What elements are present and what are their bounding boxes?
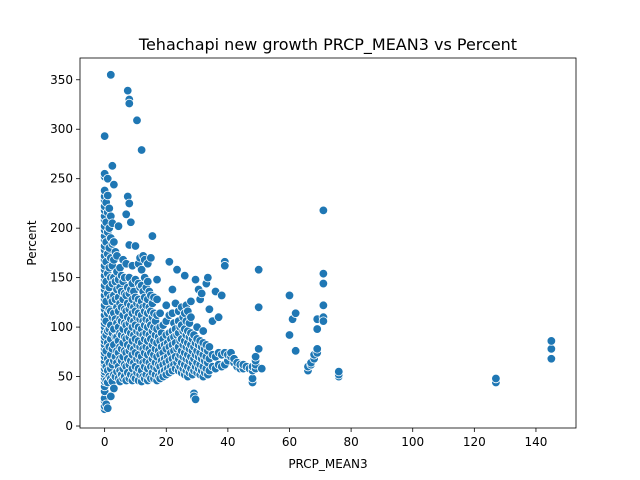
y-tick-label: 250	[50, 172, 73, 186]
x-tick-label: 80	[343, 435, 358, 449]
data-point	[203, 272, 213, 283]
data-point	[161, 300, 171, 311]
data-point	[334, 366, 344, 377]
data-point	[106, 391, 116, 402]
data-point	[103, 173, 113, 184]
data-point	[546, 354, 557, 364]
x-tick-label: 140	[524, 435, 547, 449]
data-point	[250, 352, 261, 362]
chart-title: Tehachapi new growth PRCP_MEAN3 vs Perce…	[138, 35, 517, 55]
data-point	[167, 284, 178, 295]
data-point	[106, 70, 116, 80]
x-tick-label: 120	[463, 435, 486, 449]
data-point	[136, 265, 147, 275]
data-point	[318, 278, 329, 289]
data-point	[103, 190, 113, 201]
data-point	[253, 344, 264, 354]
data-point	[253, 265, 264, 275]
data-point	[124, 198, 134, 209]
data-point	[204, 342, 215, 352]
data-point	[190, 274, 201, 285]
data-point	[257, 363, 267, 374]
data-point	[196, 288, 207, 299]
data-point	[147, 231, 158, 241]
data-point	[318, 268, 329, 279]
data-point	[546, 344, 557, 354]
y-tick-label: 350	[50, 73, 73, 87]
x-tick-label: 60	[282, 435, 297, 449]
data-point	[132, 115, 142, 126]
data-point	[104, 203, 114, 214]
x-tick-label: 20	[159, 435, 174, 449]
data-point	[99, 131, 110, 141]
x-tick-label: 100	[401, 435, 424, 449]
data-point	[312, 344, 322, 354]
data-point	[290, 346, 301, 356]
x-tick-label: 40	[220, 435, 235, 449]
data-point	[213, 312, 224, 322]
data-point	[107, 161, 118, 171]
data-point	[190, 394, 201, 405]
y-tick-label: 50	[58, 370, 73, 384]
data-point	[318, 300, 329, 311]
data-point	[284, 290, 295, 301]
data-point	[155, 308, 165, 318]
data-point	[103, 403, 113, 413]
data-point	[186, 296, 196, 307]
data-point	[121, 209, 131, 220]
data-point	[180, 270, 190, 281]
data-point	[113, 221, 124, 231]
x-axis-label: PRCP_MEAN3	[288, 457, 367, 471]
data-point	[109, 383, 119, 394]
data-point	[284, 330, 295, 340]
y-axis-label: Percent	[25, 220, 39, 265]
y-tick-label: 150	[50, 271, 73, 285]
y-tick-label: 300	[50, 122, 73, 136]
plot-frame	[79, 57, 577, 429]
data-point	[146, 253, 156, 263]
data-point	[152, 294, 162, 305]
data-point	[136, 145, 147, 155]
data-point	[318, 205, 329, 216]
data-point	[312, 324, 322, 334]
data-point	[290, 308, 301, 318]
data-point	[164, 257, 175, 267]
x-axis: 0 20 40 60 80 100 120 140	[101, 428, 547, 449]
y-axis: 0 50 100 150 200 250 300 350	[50, 73, 80, 433]
data-point	[204, 304, 215, 314]
data-point	[186, 312, 196, 322]
data-points	[99, 70, 557, 414]
data-point	[247, 373, 258, 384]
data-point	[318, 316, 329, 326]
data-point	[109, 179, 119, 190]
data-point	[491, 373, 501, 384]
data-point	[152, 274, 162, 285]
data-point	[130, 241, 141, 251]
data-point	[220, 261, 230, 271]
data-point	[126, 217, 136, 227]
data-point	[546, 336, 557, 346]
data-point	[198, 326, 208, 336]
y-tick-label: 0	[65, 419, 73, 433]
x-tick-label: 0	[101, 435, 109, 449]
data-point	[217, 290, 227, 301]
data-point	[172, 265, 182, 275]
data-point	[123, 85, 133, 96]
data-point	[143, 276, 153, 287]
y-tick-label: 100	[50, 320, 73, 334]
data-point	[124, 98, 134, 109]
data-point	[109, 237, 119, 247]
data-point	[253, 302, 264, 313]
y-tick-label: 200	[50, 221, 73, 235]
